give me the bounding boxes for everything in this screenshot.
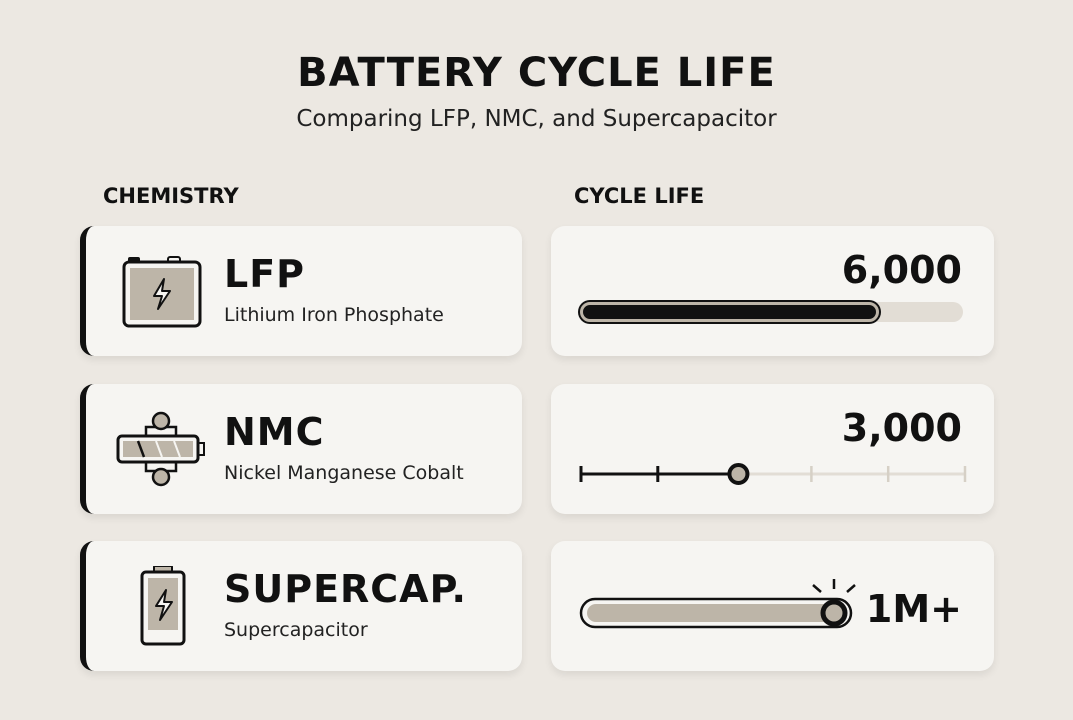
slider-knob xyxy=(727,463,750,485)
cycle-life-value: 1M+ xyxy=(865,587,962,631)
chemistry-card-supercap: SUPERCAP. Supercapacitor xyxy=(80,541,522,671)
supercapacitor-icon xyxy=(140,566,186,646)
cycle-life-value: 6,000 xyxy=(841,248,962,292)
chemistry-card-nmc: NMC Nickel Manganese Cobalt xyxy=(80,384,522,514)
column-header-chemistry: CHEMISTRY xyxy=(103,184,239,208)
chemistry-full-name: Nickel Manganese Cobalt xyxy=(224,462,464,484)
cycle-life-card-supercap: 1M+ xyxy=(551,541,994,671)
column-header-cycle-life: CYCLE LIFE xyxy=(574,184,705,208)
progress-track xyxy=(580,302,963,322)
progress-knob xyxy=(820,599,848,627)
progress-fill xyxy=(587,604,835,622)
battery-cells-icon xyxy=(116,411,205,487)
sparkle-icon xyxy=(812,579,856,593)
cycle-life-slider xyxy=(579,463,967,485)
cycle-life-value: 3,000 xyxy=(841,406,962,450)
chemistry-card-lfp: LFP Lithium Iron Phosphate xyxy=(80,226,522,356)
page-subtitle: Comparing LFP, NMC, and Supercapacitor xyxy=(296,106,777,132)
battery-icon xyxy=(122,256,202,328)
progress-fill xyxy=(580,302,879,322)
progress-bar-overflow xyxy=(579,579,856,629)
chemistry-full-name: Supercapacitor xyxy=(224,619,368,641)
chemistry-name: SUPERCAP. xyxy=(224,567,467,611)
chemistry-name: NMC xyxy=(224,410,325,454)
cycle-life-card-lfp: 6,000 xyxy=(551,226,994,356)
page-title: BATTERY CYCLE LIFE xyxy=(297,50,776,96)
cycle-life-card-nmc: 3,000 xyxy=(551,384,994,514)
chemistry-name: LFP xyxy=(224,252,306,296)
chemistry-full-name: Lithium Iron Phosphate xyxy=(224,304,444,326)
